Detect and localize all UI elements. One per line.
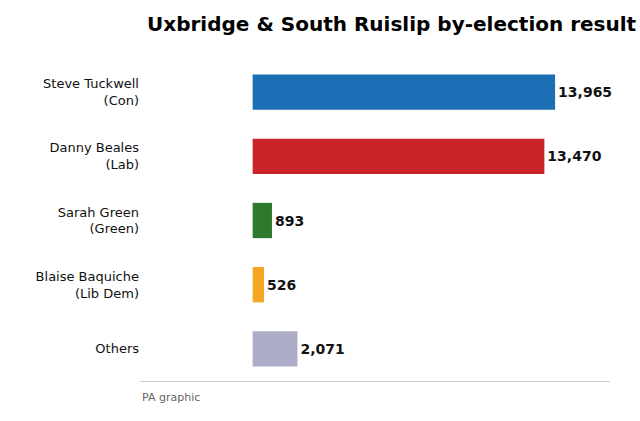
svg-text:13,965: 13,965: [558, 84, 612, 100]
svg-text:PA graphic: PA graphic: [142, 391, 200, 404]
svg-text:13,470: 13,470: [547, 148, 601, 164]
svg-text:Others: Others: [95, 341, 139, 356]
svg-text:Danny Beales(Lab): Danny Beales(Lab): [49, 140, 139, 172]
svg-text:2,071: 2,071: [300, 341, 344, 357]
svg-text:526: 526: [267, 277, 296, 293]
svg-text:Sarah Green(Green): Sarah Green(Green): [58, 205, 139, 237]
svg-text:Steve Tuckwell(Con): Steve Tuckwell(Con): [43, 76, 139, 108]
svg-text:Blaise Baquiche(Lib Dem): Blaise Baquiche(Lib Dem): [36, 269, 139, 301]
svg-text:Uxbridge & South Ruislip by-el: Uxbridge & South Ruislip by-election res…: [147, 12, 637, 36]
svg-text:893: 893: [275, 213, 304, 229]
